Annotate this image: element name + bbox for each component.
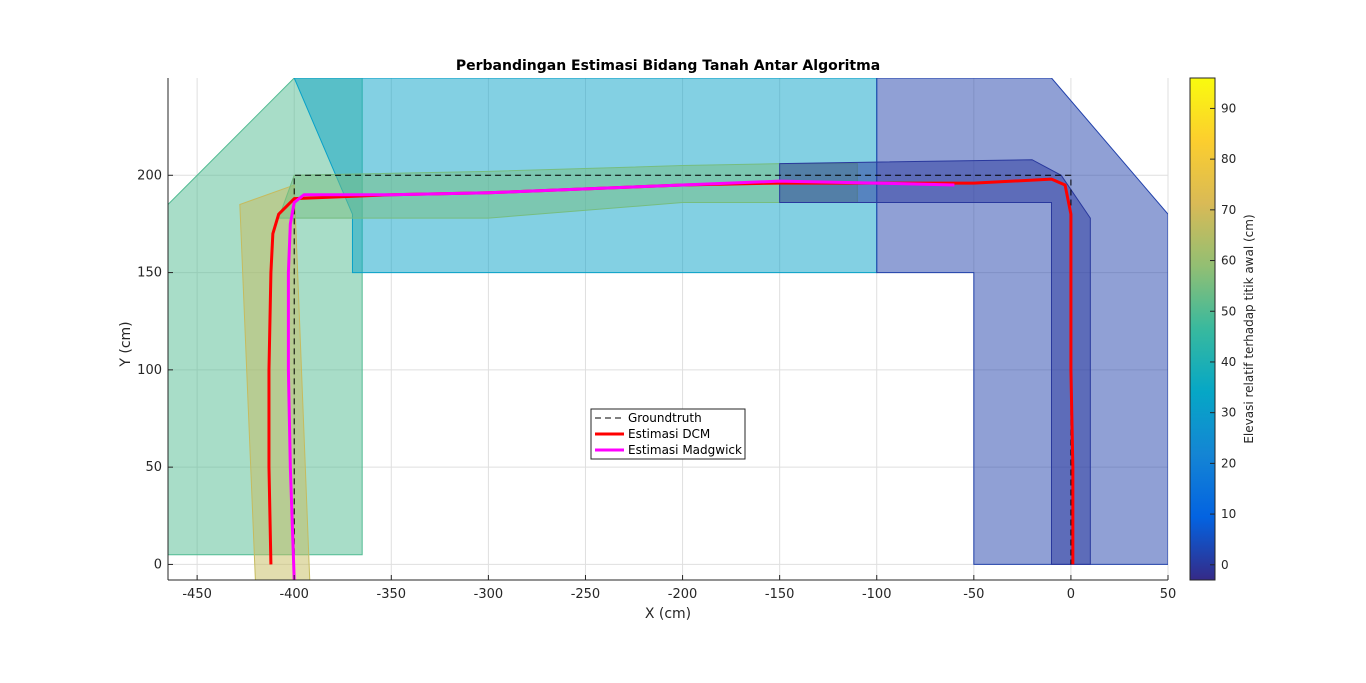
x-tick-label: -150	[765, 587, 795, 602]
colorbar-tick-label: 90	[1221, 101, 1236, 115]
y-axis-label: Y (cm)	[118, 321, 134, 367]
colorbar-gradient	[1189, 77, 1216, 581]
y-tick-label: 150	[137, 266, 162, 281]
x-ticks: -450 -400 -350 -300 -250 -200 -150 -100 -50 0 50	[182, 575, 1176, 602]
y-ticks: 0 50 100 150 200	[137, 168, 173, 572]
legend-label-dcm: Estimasi DCM	[628, 427, 710, 441]
y-tick-label: 200	[137, 168, 162, 183]
y-tick-label: 0	[154, 557, 162, 572]
x-tick-label: -250	[571, 587, 601, 602]
series-line-estimasi-madgwick	[286, 179, 955, 580]
legend: Groundtruth Estimasi DCM Estimasi Madgwi…	[590, 408, 746, 460]
x-tick-label: -200	[668, 587, 698, 602]
colorbar-ticks: 0 10 20 30 40 50 60 70 80 90	[1210, 101, 1236, 572]
colorbar-tick-label: 10	[1221, 507, 1236, 521]
colorbar-tick-label: 60	[1221, 254, 1236, 268]
colorbar-tick-label: 50	[1221, 304, 1236, 318]
x-tick-label: 0	[1067, 587, 1075, 602]
colorbar-label: Elevasi relatif terhadap titik awal (cm)	[1242, 214, 1256, 443]
surface-patch	[779, 159, 1091, 565]
x-axis-label: X (cm)	[645, 606, 691, 622]
x-tick-label: 50	[1160, 587, 1177, 602]
legend-label-groundtruth: Groundtruth	[628, 411, 702, 425]
colorbar-tick-label: 0	[1221, 558, 1229, 572]
x-tick-label: -100	[862, 587, 892, 602]
colorbar: 0 10 20 30 40 50 60 70 80 90 Elevasi relatif terh…	[1189, 77, 1256, 581]
legend-label-madgwick: Estimasi Madgwick	[628, 443, 742, 457]
y-tick-label: 100	[137, 363, 162, 378]
series-lines	[267, 174, 1075, 580]
chart-title: Perbandingan Estimasi Bidang Tanah Antar…	[456, 58, 880, 74]
x-tick-label: -450	[182, 587, 212, 602]
x-tick-label: -350	[377, 587, 407, 602]
x-tick-label: -50	[963, 587, 984, 602]
y-tick-label: 50	[145, 460, 162, 475]
x-tick-label: -300	[474, 587, 504, 602]
colorbar-tick-label: 70	[1221, 203, 1236, 217]
colorbar-tick-label: 80	[1221, 152, 1236, 166]
colorbar-tick-label: 20	[1221, 456, 1236, 470]
colorbar-tick-label: 30	[1221, 406, 1236, 420]
x-tick-label: -400	[279, 587, 309, 602]
colorbar-tick-label: 40	[1221, 355, 1236, 369]
